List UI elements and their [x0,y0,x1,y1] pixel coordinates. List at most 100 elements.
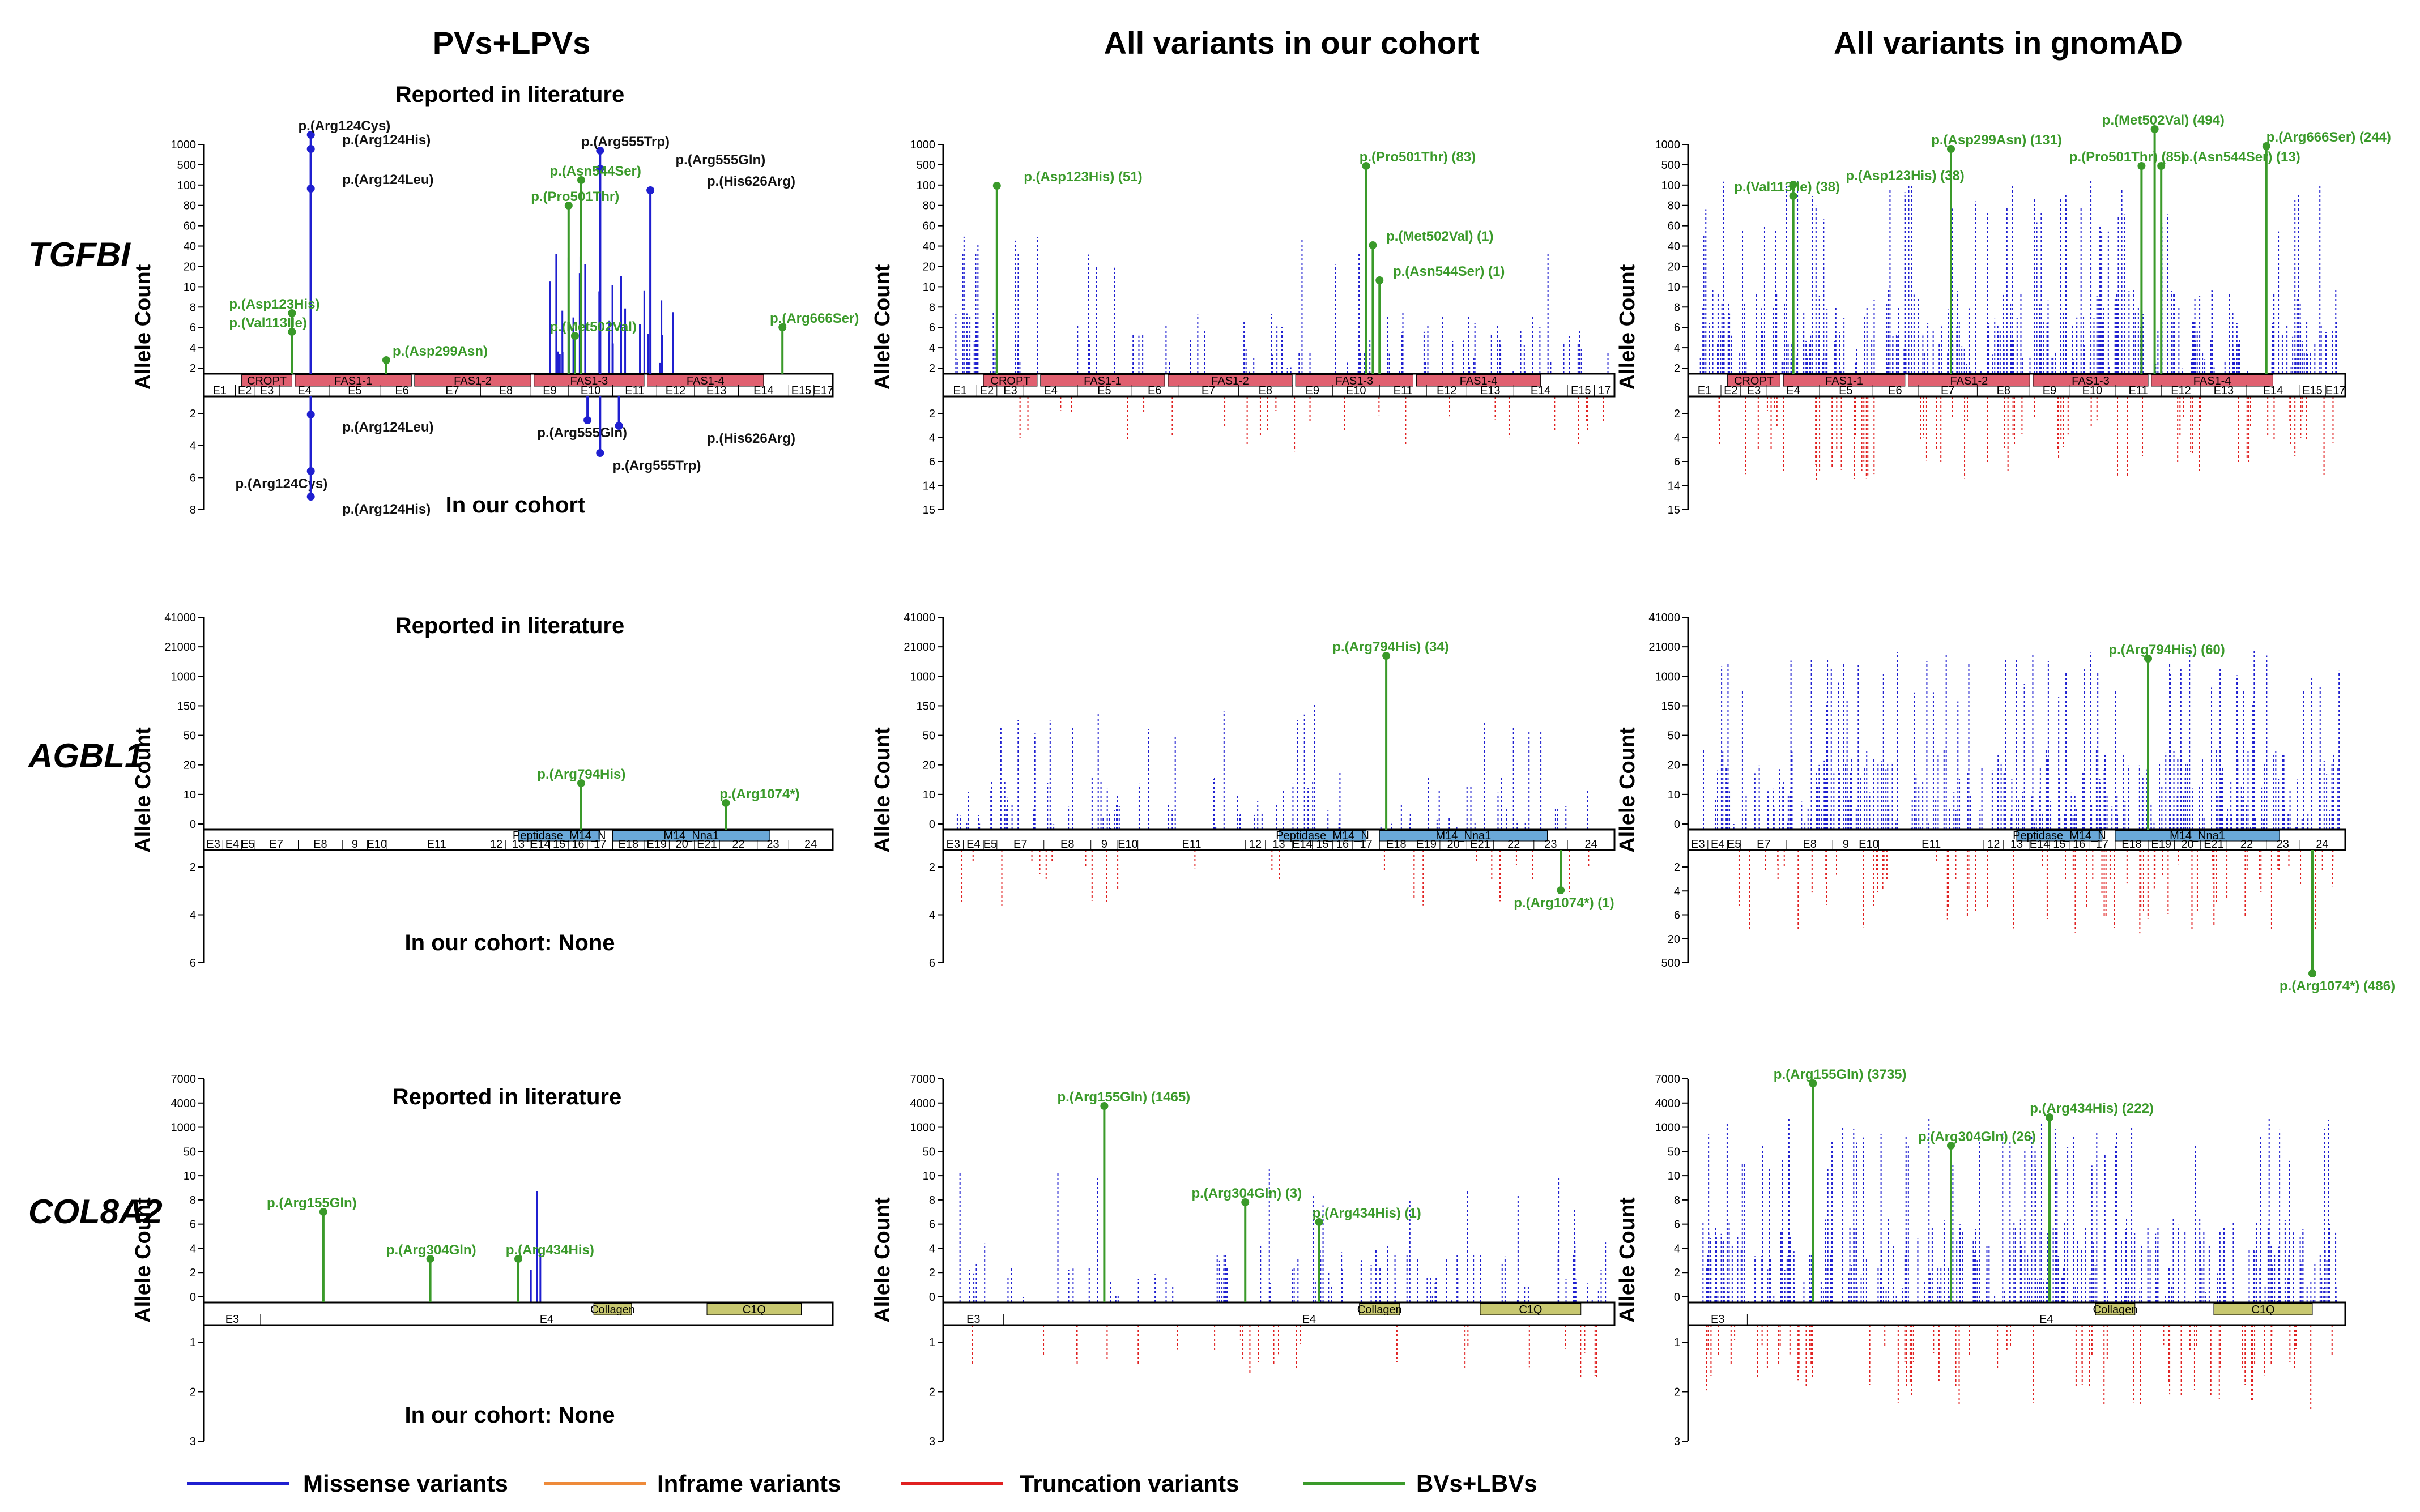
variant-label: p.(Arg794His) (34) [1332,639,1448,655]
protein-domain-label: FAS1-4 [2193,375,2231,387]
gene-label-col8a2: COL8A2 [28,1193,163,1231]
variant-label: p.(Met502Val) (1) [1386,229,1493,244]
y-tick-label: 500 [1661,957,1680,969]
y-tick-label: 1000 [910,670,936,683]
variant-lollipop-head [2150,125,2159,133]
exon-label: 13 [512,838,525,851]
y-tick-label: 4 [190,909,196,922]
y-tick-label: 6 [929,1219,935,1231]
variant-lollipop-head [1375,276,1384,284]
exon-label: E10 [2082,385,2103,397]
exon-label: E10 [1859,838,1879,851]
y-tick-label: 4000 [1655,1097,1681,1110]
exon-label: E19 [1416,838,1437,851]
y-tick-label: 20 [923,260,935,273]
y-tick-label: 2 [1674,362,1680,375]
variant-lollipop-head [306,145,315,153]
variant-label: p.(Arg794His) [537,767,625,782]
panel-agbl1-2: Allele Count4100021000100015050201002462… [1616,612,2395,994]
protein-domain [518,830,600,842]
variant-label: p.(Pro501Thr) [531,189,619,204]
y-tick-label: 1000 [171,1122,197,1134]
exon-label: 15 [1316,838,1328,851]
exon-label: E15 [2302,385,2323,397]
y-axis-title: Allele Count [871,1197,894,1323]
variant-lollipop-head [570,332,579,340]
y-tick-label: 8 [190,1194,196,1207]
y-tick-label: 4 [1674,342,1680,354]
exon-label: E4 [1786,385,1800,397]
variant-label: p.(Arg304Gln) (3) [1191,1186,1302,1201]
variant-label: p.(Arg124Leu) [342,172,433,187]
exon-label: 17 [2096,838,2108,851]
variant-label: p.(Arg304Gln) [386,1242,476,1258]
variant-lollipop-head [615,422,623,430]
exon-label: E10 [581,385,601,397]
variant-lollipop-head [306,131,315,139]
variant-label: p.(Arg1074*) [719,787,799,802]
y-tick-label: 1 [190,1336,196,1349]
y-tick-label: 2 [1674,408,1680,420]
y-tick-label: 10 [923,281,935,293]
y-tick-label: 2 [929,362,935,375]
y-tick-label: 2 [190,1267,196,1279]
y-tick-label: 6 [1674,1219,1680,1231]
variant-lollipop-head [1789,181,1797,189]
variant-label: p.(Asp123His) [229,297,319,312]
y-tick-label: 500 [177,159,196,172]
exon-label: E7 [1013,838,1027,851]
y-tick-label: 0 [1674,1291,1680,1304]
protein-domain [295,374,412,387]
variant-label: p.(Arg124Cys) [299,118,391,134]
variant-label: p.(Arg555Trp) [613,458,701,473]
variant-label: p.(Asp123His) (51) [1024,169,1142,185]
protein-domain [2115,830,2280,842]
column-title-cohort: All variants in our cohort [1104,25,1480,61]
exon-label: E8 [313,838,327,851]
y-tick-label: 10 [923,1170,935,1182]
variant-lollipop-head [1947,1142,1955,1150]
variant-lollipop-head [306,493,315,501]
protein-domain [1168,374,1293,387]
protein-domain-label: FAS1-4 [687,375,725,387]
y-tick-label: 6 [1674,322,1680,334]
protein-domain-label: FAS1-2 [1211,375,1249,387]
variant-label: p.(Arg794His) (60) [2108,642,2225,657]
exon-label: E4 [225,838,239,851]
y-tick-label: 0 [1674,818,1680,831]
y-tick-label: 7000 [910,1073,936,1086]
variant-lollipop-head [1947,145,1955,153]
protein-domain-label: FAS1-2 [454,375,492,387]
y-axis-title: Allele Count [871,727,894,853]
exon-label: E1 [953,385,966,397]
exon-label: E3 [1747,385,1761,397]
exon-label: E3 [260,385,274,397]
y-tick-label: 6 [1674,456,1680,468]
y-tick-label: 8 [1674,301,1680,314]
protein-domain [706,1303,802,1315]
variant-lollipop-head [288,328,296,336]
y-tick-label: 50 [1668,1146,1680,1158]
y-tick-label: 6 [190,322,196,334]
exon-label: E17 [2325,385,2346,397]
variant-lollipop-head [1557,886,1565,894]
exon-label: E7 [1941,385,1954,397]
legend-label-missense: Missense variants [303,1470,508,1497]
y-tick-label: 2 [929,861,935,874]
y-tick-label: 4 [929,1242,935,1255]
exon-label: E7 [1202,385,1215,397]
y-tick-label: 50 [923,730,935,742]
column-title-gnomad: All variants in gnomAD [1834,25,2183,61]
y-tick-label: 2 [190,861,196,874]
y-tick-label: 50 [1668,730,1680,742]
y-tick-label: 8 [190,504,196,516]
panel-col8a2-0: Allele Count 7000 4000 1000 50 10 8 6 4 2 0 1 2 3 Coll… [131,1073,834,1448]
y-tick-label: 3 [1674,1436,1680,1448]
y-tick-label: 4 [929,342,935,354]
y-tick-label: 50 [184,1146,196,1158]
protein-domain-label: FAS1-3 [1335,375,1373,387]
section-cohort-tgfbi: In our cohort [446,493,586,518]
protein-domain [1480,1303,1582,1315]
y-tick-label: 60 [1668,220,1680,233]
y-axis-title: Allele Count [131,264,155,390]
